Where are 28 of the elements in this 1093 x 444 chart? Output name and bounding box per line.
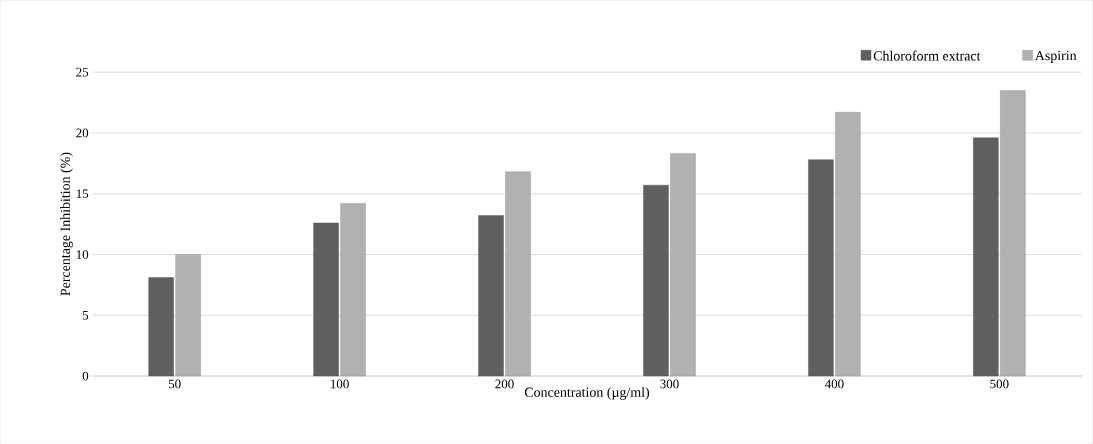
x-axis-title: Concentration (µg/ml) <box>524 387 650 400</box>
x-tick-label: 300 <box>660 379 679 389</box>
x-tick-label: 200 <box>495 379 514 389</box>
legend-label: Aspirin <box>1034 50 1077 63</box>
bar <box>835 111 861 377</box>
bar <box>478 215 504 377</box>
y-tick-label: 0 <box>82 371 89 381</box>
x-tick-label: 50 <box>168 379 181 389</box>
y-axis-title: Percentage Inhibition (%) <box>60 152 73 296</box>
y-tick-label: 15 <box>76 189 89 198</box>
x-tick-label: 500 <box>990 379 1009 389</box>
bar <box>175 254 201 377</box>
x-tick-label: 400 <box>824 379 844 389</box>
bar <box>505 171 531 377</box>
y-tick-label: 5 <box>82 310 89 320</box>
bar <box>643 184 669 377</box>
legend-label: Chloroform extract <box>873 50 981 61</box>
y-tick-label: 10 <box>76 250 89 259</box>
bar <box>340 203 366 377</box>
bar <box>670 153 696 377</box>
x-tick-label: 100 <box>331 379 349 389</box>
bar <box>973 137 999 377</box>
bar <box>313 222 339 377</box>
bar <box>148 277 174 377</box>
bar <box>808 159 834 377</box>
y-tick-label: 20 <box>76 128 89 138</box>
bar <box>1000 90 1026 377</box>
y-tick-label: 25 <box>76 67 89 77</box>
